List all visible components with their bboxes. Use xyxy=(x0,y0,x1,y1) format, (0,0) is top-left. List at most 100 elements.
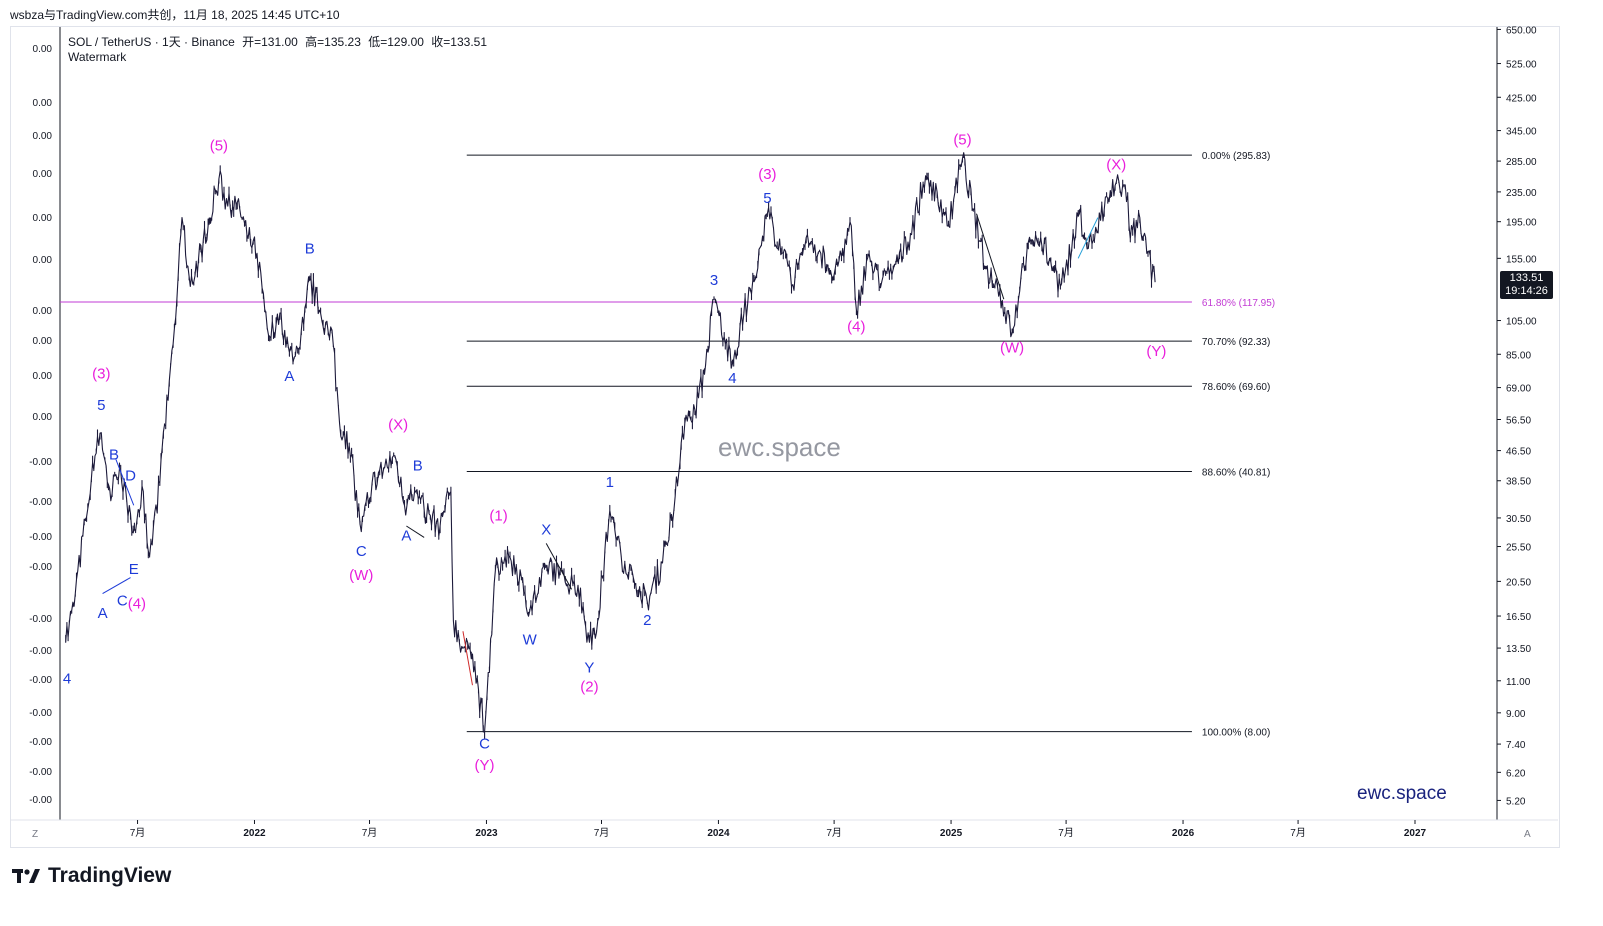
ohlc-low: 低=129.00 xyxy=(368,35,424,49)
price-series-line xyxy=(65,152,1156,739)
y-tick-label: 9.00 xyxy=(1506,709,1526,720)
trend-line xyxy=(406,525,425,538)
symbol-legend: SOL / TetherUS · 1天 · Binance 开=131.00 高… xyxy=(68,33,491,50)
left-axis-label: 0.00 xyxy=(33,336,53,347)
left-axis-label: -0.00 xyxy=(29,737,52,748)
y-tick-label: 345.00 xyxy=(1506,127,1537,138)
wave-label: 1 xyxy=(606,474,614,491)
timezone-corner-button[interactable]: Z xyxy=(32,829,39,840)
wave-label: (4) xyxy=(847,319,865,336)
left-axis-label: -0.00 xyxy=(29,497,52,508)
left-axis-label: 0.00 xyxy=(33,371,53,382)
axis-layer: 650.00525.00425.00345.00285.00235.00195.… xyxy=(10,25,1558,839)
y-tick-label: 25.50 xyxy=(1506,543,1531,554)
trend-line xyxy=(1077,217,1099,259)
left-axis-label: 0.00 xyxy=(33,306,53,317)
wave-label: (X) xyxy=(388,417,408,434)
wave-label: X xyxy=(541,521,551,538)
y-tick-label: 11.00 xyxy=(1506,677,1531,688)
wave-label: 4 xyxy=(63,671,71,688)
y-tick-label: 650.00 xyxy=(1506,25,1537,36)
wave-label: (5) xyxy=(953,132,971,149)
x-tick-label: 2027 xyxy=(1404,828,1427,839)
auto-scale-button[interactable]: A xyxy=(1524,829,1531,840)
x-tick-label: 2025 xyxy=(940,828,963,839)
x-tick-label: 7月 xyxy=(1290,827,1306,839)
left-axis-label: 0.00 xyxy=(33,255,53,266)
y-tick-label: 105.00 xyxy=(1506,317,1537,328)
left-axis-label: -0.00 xyxy=(29,767,52,778)
y-tick-label: 525.00 xyxy=(1506,60,1537,71)
wave-label: 3 xyxy=(710,272,718,289)
price-series-layer xyxy=(65,152,1156,739)
wave-label: (Y) xyxy=(1146,343,1166,360)
y-tick-label: 38.50 xyxy=(1506,477,1531,488)
x-tick-label: 7月 xyxy=(594,827,610,839)
left-axis-label: 0.00 xyxy=(33,98,53,109)
wave-label: E xyxy=(129,561,139,578)
x-tick-label: 7月 xyxy=(1058,827,1074,839)
wave-label: 5 xyxy=(97,397,105,414)
wave-label: 5 xyxy=(763,190,771,207)
last-price-tag: 133.51 19:14:26 xyxy=(1500,271,1553,299)
wave-label: Y xyxy=(584,659,594,676)
fib-level-label: 0.00% (295.83) xyxy=(1202,151,1270,162)
ohlc-open: 开=131.00 xyxy=(242,35,298,49)
tradingview-brand[interactable]: TradingView xyxy=(12,864,171,888)
wave-label: C xyxy=(356,543,367,560)
x-tick-label: 2024 xyxy=(707,828,730,839)
y-tick-label: 7.40 xyxy=(1506,740,1526,751)
wave-label: (Y) xyxy=(475,757,495,774)
y-tick-label: 5.20 xyxy=(1506,796,1526,807)
fib-level-label: 88.60% (40.81) xyxy=(1202,467,1270,478)
y-tick-label: 85.00 xyxy=(1506,350,1531,361)
left-axis-label: 0.00 xyxy=(33,131,53,142)
y-tick-label: 20.50 xyxy=(1506,577,1531,588)
trend-line xyxy=(102,577,131,594)
bottom-right-watermark: ewc.space xyxy=(1357,783,1447,804)
y-tick-label: 235.00 xyxy=(1506,188,1537,199)
trend-line xyxy=(545,543,573,590)
wave-label: B xyxy=(109,446,119,463)
x-tick-label: 7月 xyxy=(362,827,378,839)
wave-label: W xyxy=(523,632,538,649)
y-tick-label: 6.20 xyxy=(1506,768,1526,779)
y-tick-label: 425.00 xyxy=(1506,93,1537,104)
y-tick-label: 30.50 xyxy=(1506,514,1531,525)
ohlc-close: 收=133.51 xyxy=(431,35,487,49)
left-axis-label: 0.00 xyxy=(33,44,53,55)
x-tick-label: 2026 xyxy=(1172,828,1195,839)
wave-label: C xyxy=(479,735,490,752)
x-tick-label: 7月 xyxy=(826,827,842,839)
y-tick-label: 13.50 xyxy=(1506,644,1531,655)
wave-label: (2) xyxy=(580,678,598,695)
left-axis-label: -0.00 xyxy=(29,675,52,686)
wave-label: 2 xyxy=(643,612,651,629)
wave-label: (1) xyxy=(489,508,507,525)
fib-level-label: 61.80% (117.95) xyxy=(1202,298,1275,309)
y-tick-label: 56.50 xyxy=(1506,415,1531,426)
wave-label: (3) xyxy=(758,166,776,183)
wave-label: (4) xyxy=(128,595,146,612)
y-tick-label: 69.00 xyxy=(1506,384,1531,395)
wave-label: B xyxy=(305,240,315,257)
watermark-legend[interactable]: Watermark xyxy=(68,50,127,64)
center-watermark: ewc.space xyxy=(718,432,841,462)
wave-label: (W) xyxy=(1000,339,1024,356)
wave-label: D xyxy=(125,468,136,485)
fib-retracement-layer: 0.00% (295.83) 61.80% (117.95) 70.70% (92.… xyxy=(60,151,1275,739)
brand-name: TradingView xyxy=(48,864,172,887)
trend-line xyxy=(462,631,473,686)
x-tick-label: 2023 xyxy=(475,828,498,839)
y-tick-label: 16.50 xyxy=(1506,612,1531,623)
x-tick-label: 7月 xyxy=(130,827,146,839)
y-tick-label: 46.50 xyxy=(1506,447,1531,458)
left-axis-label: 0.00 xyxy=(33,169,53,180)
left-axis-label: -0.00 xyxy=(29,562,52,573)
ohlc-high: 高=135.23 xyxy=(305,35,361,49)
fib-level-label: 70.70% (92.33) xyxy=(1202,337,1270,348)
symbol-name[interactable]: SOL / TetherUS · 1天 · Binance xyxy=(68,35,235,49)
wave-label: A xyxy=(401,527,411,544)
